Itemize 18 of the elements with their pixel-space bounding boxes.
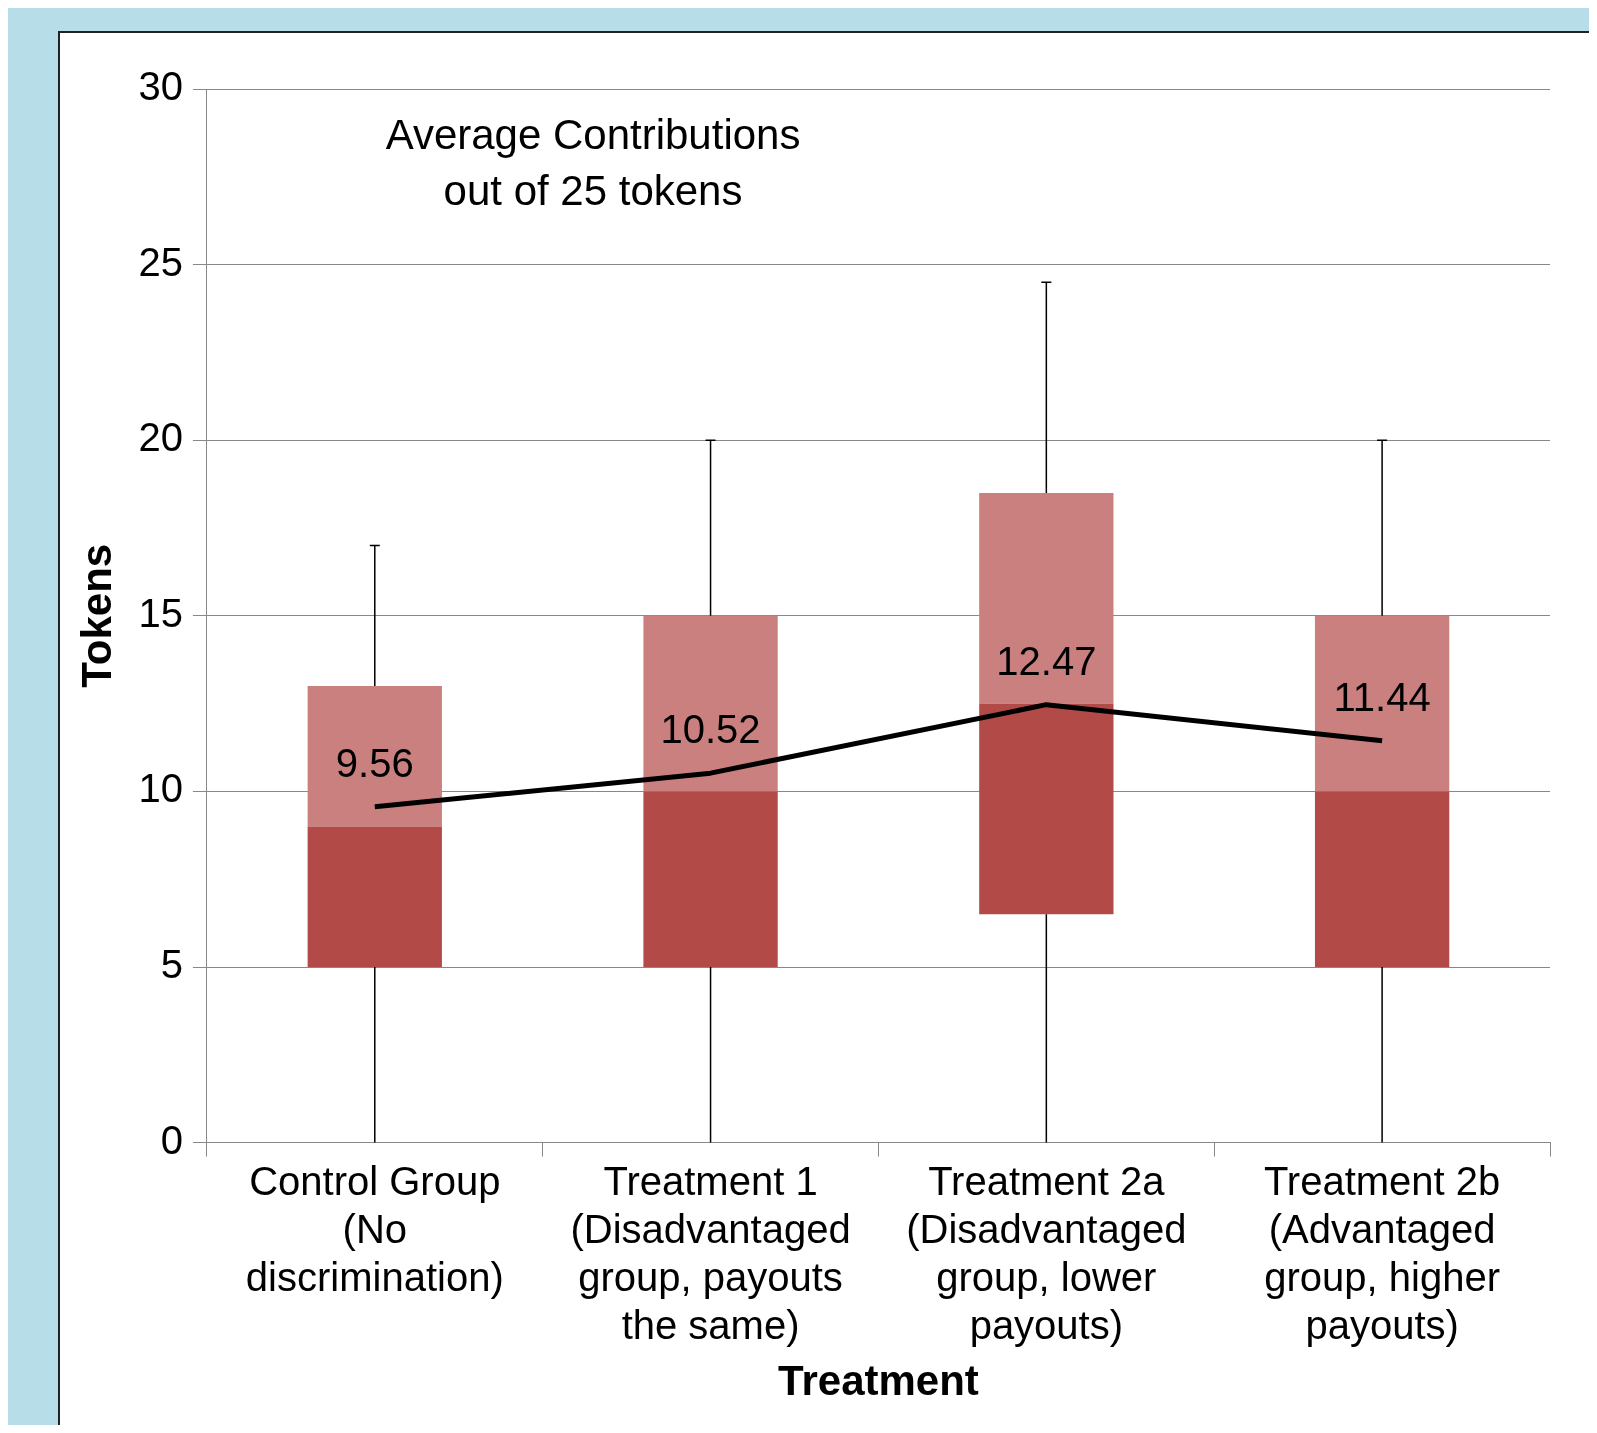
data-label: 11.44	[1333, 674, 1431, 719]
y-tick-label: 30	[138, 64, 183, 109]
y-tick-label: 10	[138, 766, 183, 811]
y-tick-label: 25	[138, 239, 183, 284]
x-axis-title: Treatment	[778, 1357, 979, 1405]
x-tick-label: Treatment 2a (Disadvantaged group, lower payouts)	[906, 1158, 1187, 1347]
data-label: 9.56	[335, 740, 414, 785]
y-tick-label: 5	[160, 942, 183, 987]
data-label: 12.47	[996, 638, 1097, 683]
y-tick-label: 15	[138, 590, 183, 635]
y-axis-title: Tokens	[72, 543, 120, 688]
y-tick-label: 20	[138, 415, 183, 460]
y-tick-label: 0	[160, 1117, 183, 1162]
text: Average Contributions out of 25 tokens	[385, 111, 801, 214]
x-tick-label: Treatment 1 (Disadvantaged group, payouts the same)	[570, 1158, 851, 1347]
data-label: 10.52	[660, 707, 761, 752]
x-tick-label: Control Group (No discrimination)	[245, 1158, 504, 1299]
x-tick-label: Treatment 2b (Advantaged group, higher payouts)	[1263, 1158, 1501, 1347]
